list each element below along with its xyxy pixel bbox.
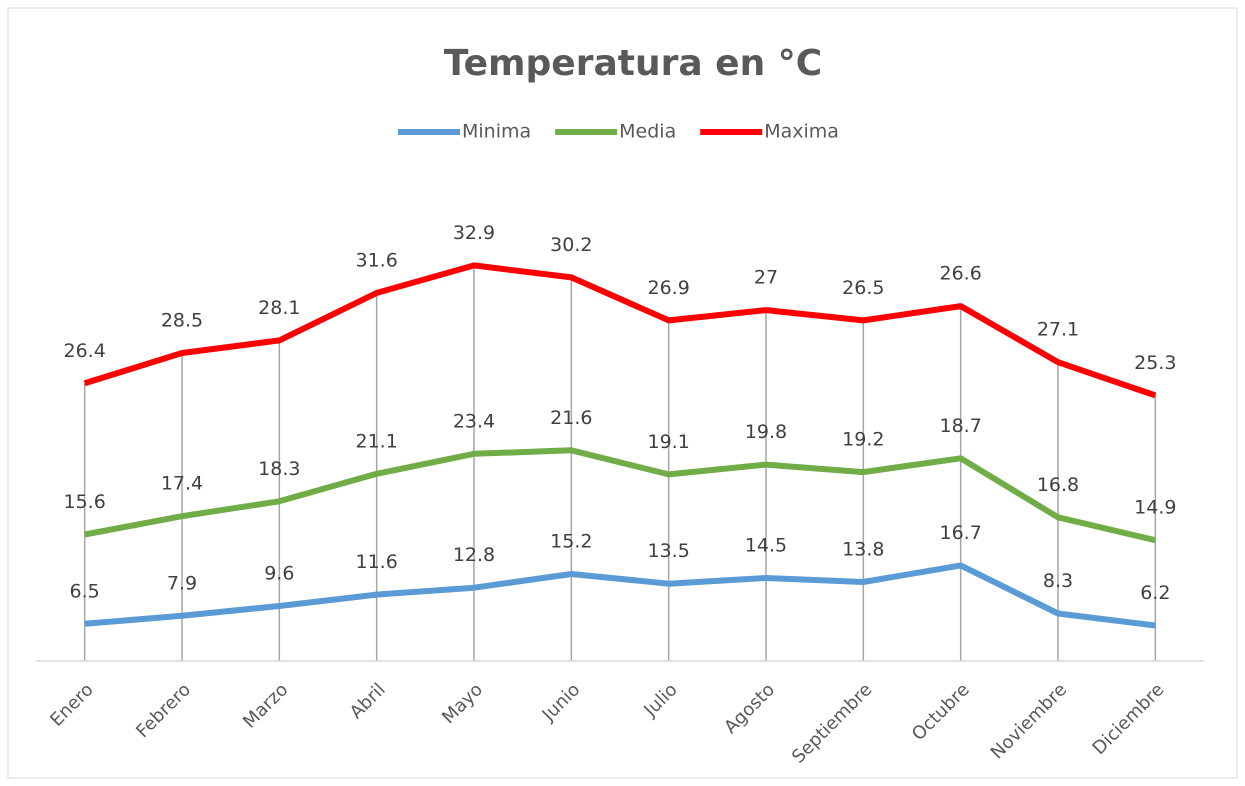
data-label: 19.2 [842,429,884,451]
series-line [83,262,1157,399]
chart-border [7,7,1238,779]
data-label: 15.6 [64,491,106,513]
legend-label: Maxima [764,121,839,143]
series-line [84,447,1156,544]
data-label: 9.6 [264,563,294,585]
data-label: 27.1 [1037,319,1079,341]
data-label: 16.7 [940,522,982,544]
data-label: 6.5 [70,580,100,602]
series-line [84,562,1156,629]
data-label: 26.9 [648,277,690,299]
data-label: 12.8 [453,544,495,566]
data-label: 26.4 [64,340,106,362]
data-label: 13.5 [648,540,690,562]
data-label: 16.8 [1037,474,1079,496]
legend-label: Minima [462,121,531,143]
data-label: 15.2 [550,530,592,552]
data-label: 26.5 [842,277,884,299]
data-label: 7.9 [167,572,197,594]
data-label: 14.9 [1134,497,1176,519]
data-label: 19.8 [745,421,787,443]
data-label: 31.6 [356,249,398,271]
data-label: 6.2 [1140,582,1170,604]
data-label: 28.1 [258,297,300,319]
data-label: 27 [754,267,778,289]
data-label: 25.3 [1134,352,1176,374]
data-label: 26.6 [940,263,982,285]
data-label: 8.3 [1043,570,1073,592]
data-label: 18.3 [258,458,300,480]
chart-title: Temperatura en °C [444,43,822,84]
data-label: 13.8 [842,538,884,560]
data-label: 21.6 [550,407,592,429]
data-label: 28.5 [161,309,203,331]
data-label: 32.9 [453,222,495,244]
data-label: 17.4 [161,473,203,495]
data-label: 21.1 [356,430,398,452]
data-label: 23.4 [453,410,495,432]
data-label: 18.7 [940,415,982,437]
legend-label: Media [619,121,676,143]
data-label: 14.5 [745,534,787,556]
data-label: 11.6 [356,551,398,573]
data-label: 30.2 [550,234,592,256]
data-label: 19.1 [648,431,690,453]
